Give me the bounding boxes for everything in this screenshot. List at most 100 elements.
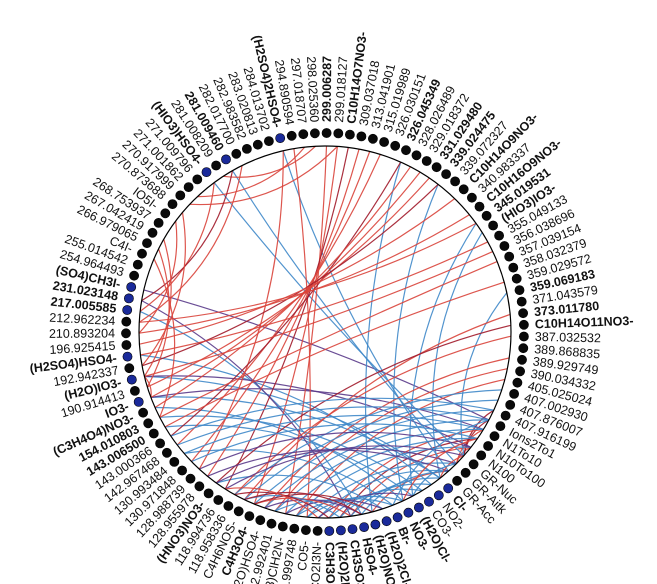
chord-link <box>306 495 404 518</box>
chord-node <box>241 143 252 154</box>
chord-link <box>176 154 381 446</box>
chord-node <box>321 128 332 138</box>
chord-link <box>213 182 465 457</box>
chord-node <box>483 441 493 451</box>
chord-node <box>121 340 132 350</box>
chord-node <box>367 133 378 144</box>
chord-link <box>215 324 512 484</box>
chord-node <box>460 467 471 478</box>
node-label: 387.032532 <box>535 330 601 345</box>
chord-link <box>141 170 234 302</box>
chord-link <box>285 145 328 514</box>
chord-node <box>138 407 148 418</box>
chord-node <box>124 363 135 374</box>
chord-link <box>317 492 413 519</box>
node-label: C3H3O4- <box>323 542 338 584</box>
chord-node <box>511 273 522 284</box>
chord-node <box>514 285 525 295</box>
chord-link <box>234 335 512 496</box>
chord-node <box>148 428 159 439</box>
chord-node <box>403 507 414 518</box>
chord-link <box>350 477 441 517</box>
chord-link <box>264 419 489 509</box>
chord-link <box>176 406 490 446</box>
chord-link <box>285 437 478 515</box>
chord-node <box>183 182 194 192</box>
node-label: (H2O)2NO3- <box>335 541 355 584</box>
chord-node <box>359 522 369 532</box>
chord-link <box>170 397 494 437</box>
chord-link <box>139 198 456 345</box>
outer-ring <box>138 145 512 519</box>
chord-node <box>488 220 498 231</box>
node-label: C10H14O11NO3- <box>535 314 634 332</box>
chord-node <box>347 524 358 534</box>
chord-link <box>412 463 457 497</box>
chord-node <box>155 438 165 449</box>
chord-node <box>518 343 529 354</box>
chord-node <box>344 129 355 140</box>
chord-link <box>364 161 402 512</box>
chord-link <box>234 491 330 519</box>
chord-node <box>133 396 144 407</box>
chord-node <box>324 526 335 536</box>
chord-node <box>277 521 288 532</box>
node-label: CO5- <box>295 540 312 571</box>
chord-node <box>381 516 392 527</box>
chord-node <box>515 366 525 377</box>
chord-node <box>263 136 274 146</box>
chord-link <box>189 145 338 206</box>
node-label: 389.868835 <box>534 342 601 361</box>
chord-node <box>333 128 344 139</box>
chord-node <box>185 473 196 484</box>
chord-link <box>225 487 319 519</box>
node-label: 210.893204 <box>49 326 115 340</box>
chord-link <box>244 495 341 518</box>
chord-link <box>432 232 483 479</box>
chord-node <box>433 490 444 501</box>
chord-link <box>141 212 186 367</box>
chord-node <box>494 230 504 241</box>
chord-node <box>143 418 154 429</box>
chord-node <box>129 385 140 396</box>
chord-node <box>121 328 131 339</box>
chord-node <box>122 351 133 362</box>
chord-link <box>439 455 465 479</box>
chord-node <box>233 506 244 517</box>
chord-link <box>392 419 490 506</box>
chord-node <box>421 156 432 166</box>
node-label: 299.006287 <box>320 56 335 122</box>
chord-node <box>275 133 286 143</box>
chord-node <box>335 525 346 536</box>
chord-link <box>138 165 243 323</box>
chord-node <box>516 296 527 307</box>
chord-node <box>142 238 152 248</box>
chord-node <box>252 139 263 150</box>
chord-node <box>476 450 487 461</box>
chord-node <box>495 421 506 431</box>
chord-nodes <box>121 128 529 536</box>
chord-node <box>509 388 519 399</box>
chord-node <box>424 496 434 507</box>
chord-node <box>466 192 477 203</box>
chord-node <box>231 148 242 159</box>
chord-link <box>143 289 490 421</box>
chord-link <box>264 357 510 509</box>
chord-node <box>450 176 460 187</box>
chord-node <box>132 259 143 270</box>
chord-link <box>231 170 457 465</box>
chord-link <box>274 368 508 512</box>
chord-link <box>264 499 362 515</box>
chord-link <box>159 261 498 418</box>
chord-link <box>191 423 478 463</box>
chord-link <box>144 251 493 378</box>
chord-node <box>312 526 323 536</box>
chord-link <box>199 431 472 470</box>
chord-node <box>244 511 255 521</box>
chord-link <box>144 375 441 479</box>
chord-node <box>169 456 180 467</box>
chord-node <box>194 481 205 492</box>
node-label: 212.962234 <box>49 311 116 328</box>
chord-node <box>167 199 178 209</box>
